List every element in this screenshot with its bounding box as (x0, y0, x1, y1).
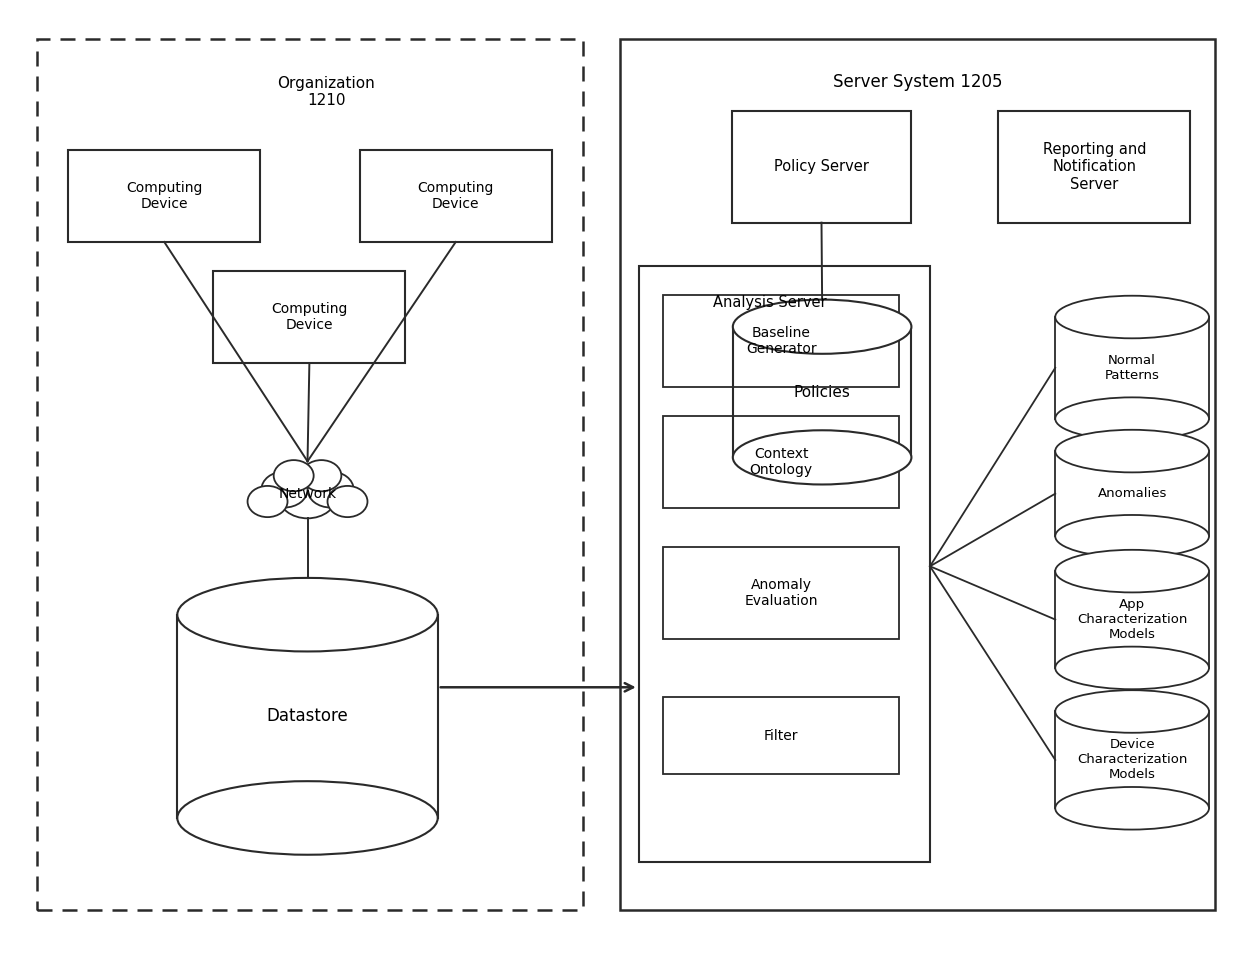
Circle shape (308, 471, 353, 507)
FancyBboxPatch shape (732, 111, 911, 223)
Text: Baseline
Generator: Baseline Generator (746, 326, 816, 356)
Text: Organization
1210: Organization 1210 (278, 76, 376, 108)
Text: Reporting and
Notification
Server: Reporting and Notification Server (1043, 142, 1146, 192)
Text: Normal
Patterns: Normal Patterns (1105, 354, 1159, 381)
FancyBboxPatch shape (360, 150, 552, 242)
FancyBboxPatch shape (663, 547, 899, 639)
Text: Network: Network (279, 487, 336, 500)
FancyBboxPatch shape (663, 295, 899, 387)
Text: Policies: Policies (794, 384, 851, 400)
Ellipse shape (177, 578, 438, 651)
Circle shape (278, 472, 337, 518)
Text: Context
Ontology: Context Ontology (750, 447, 812, 477)
Ellipse shape (1055, 430, 1209, 472)
Text: Analysis Server: Analysis Server (713, 295, 827, 311)
FancyBboxPatch shape (663, 416, 899, 508)
Circle shape (301, 460, 341, 492)
Text: Filter: Filter (764, 729, 799, 742)
Ellipse shape (1055, 787, 1209, 830)
Text: Anomaly
Evaluation: Anomaly Evaluation (744, 578, 818, 608)
Text: Anomalies: Anomalies (1097, 487, 1167, 500)
Circle shape (274, 460, 314, 492)
Circle shape (248, 486, 288, 517)
Ellipse shape (733, 300, 911, 354)
Text: Computing
Device: Computing Device (272, 302, 347, 332)
FancyBboxPatch shape (639, 266, 930, 862)
Circle shape (327, 486, 367, 517)
Ellipse shape (733, 430, 911, 484)
Text: Device
Characterization
Models: Device Characterization Models (1076, 739, 1188, 781)
Ellipse shape (1055, 647, 1209, 689)
Ellipse shape (177, 781, 438, 855)
Ellipse shape (1055, 397, 1209, 439)
Text: Computing
Device: Computing Device (126, 181, 202, 211)
Bar (177, 615, 438, 818)
FancyBboxPatch shape (620, 39, 1215, 910)
Bar (733, 327, 911, 458)
Bar (1055, 711, 1209, 808)
Text: Policy Server: Policy Server (774, 160, 869, 174)
Bar (1055, 571, 1209, 668)
FancyBboxPatch shape (37, 39, 583, 910)
Text: Datastore: Datastore (267, 708, 348, 725)
Ellipse shape (1055, 690, 1209, 733)
Ellipse shape (1055, 550, 1209, 592)
Circle shape (262, 471, 308, 507)
Ellipse shape (1055, 295, 1209, 339)
Bar (1055, 318, 1209, 418)
Text: Server System 1205: Server System 1205 (833, 74, 1002, 91)
Text: Computing
Device: Computing Device (418, 181, 494, 211)
Text: App
Characterization
Models: App Characterization Models (1076, 598, 1188, 641)
FancyBboxPatch shape (663, 697, 899, 774)
FancyBboxPatch shape (998, 111, 1190, 223)
FancyBboxPatch shape (68, 150, 260, 242)
FancyBboxPatch shape (213, 271, 405, 363)
Ellipse shape (1055, 515, 1209, 558)
Bar (1055, 451, 1209, 536)
